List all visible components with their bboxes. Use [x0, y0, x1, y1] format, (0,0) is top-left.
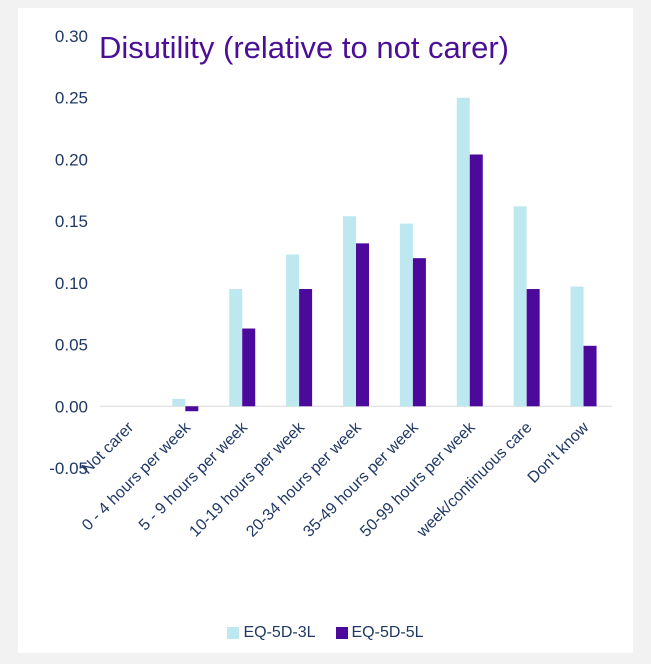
bar-eq-5d-3l	[456, 97, 470, 407]
legend-swatch	[335, 627, 348, 639]
x-category-label: week/continuous care	[413, 419, 535, 541]
bar-eq-5d-5l	[412, 258, 426, 407]
y-tick-label: 0.00	[55, 397, 88, 416]
x-category-label: 5 - 9 hours per week	[136, 418, 252, 534]
legend: EQ-5D-3L EQ-5D-5L	[0, 624, 651, 642]
bar-eq-5d-5l	[185, 406, 199, 412]
y-tick-label: 0.30	[55, 27, 88, 46]
bar-eq-5d-5l	[356, 243, 369, 407]
x-category-label: Not carer	[79, 419, 138, 478]
chart-title: Disutility (relative to not carer)	[99, 30, 510, 65]
bar-eq-5d-5l	[469, 154, 483, 407]
y-tick-label: 0.10	[55, 274, 88, 293]
bar-eq-5d-3l	[570, 286, 584, 407]
bar-eq-5d-3l	[399, 223, 413, 407]
x-category-label: 35-49 hours per week	[300, 418, 422, 540]
x-category-label: 0 - 4 hours per week	[79, 418, 195, 534]
y-tick-label: 0.25	[55, 89, 88, 108]
bar-eq-5d-3l	[343, 216, 356, 407]
bar-eq-5d-3l	[172, 398, 186, 407]
legend-label: EQ-5D-3L	[243, 624, 316, 641]
x-category-label: 10-19 hours per week	[186, 418, 308, 540]
legend-item-eq-5d-3l: EQ-5D-3L	[227, 624, 316, 642]
bar-eq-5d-5l	[242, 328, 256, 407]
bar-eq-5d-3l	[286, 254, 300, 407]
y-tick-label: 0.15	[55, 212, 88, 231]
legend-swatch	[227, 627, 240, 639]
y-tick-label: 0.20	[55, 150, 88, 169]
x-category-label: Don't know	[525, 419, 593, 487]
bar-eq-5d-3l	[229, 289, 243, 407]
bar-eq-5d-3l	[513, 206, 527, 407]
y-axis-ticks: 0.30 0.25 0.20 0.15 0.10 0.05 0.00 -0.05	[49, 27, 88, 478]
y-tick-label: 0.05	[55, 336, 88, 355]
legend-label: EQ-5D-5L	[351, 624, 424, 641]
bar-eq-5d-5l	[526, 289, 540, 407]
x-category-label: 20-34 hours per week	[243, 418, 365, 540]
y-tick-label: -0.05	[49, 459, 88, 478]
x-category-label: 50-99 hours per week	[357, 418, 479, 540]
bar-eq-5d-5l	[299, 289, 313, 407]
bars	[172, 97, 597, 412]
legend-item-eq-5d-5l: EQ-5D-5L	[335, 624, 424, 642]
bar-eq-5d-5l	[583, 345, 597, 407]
